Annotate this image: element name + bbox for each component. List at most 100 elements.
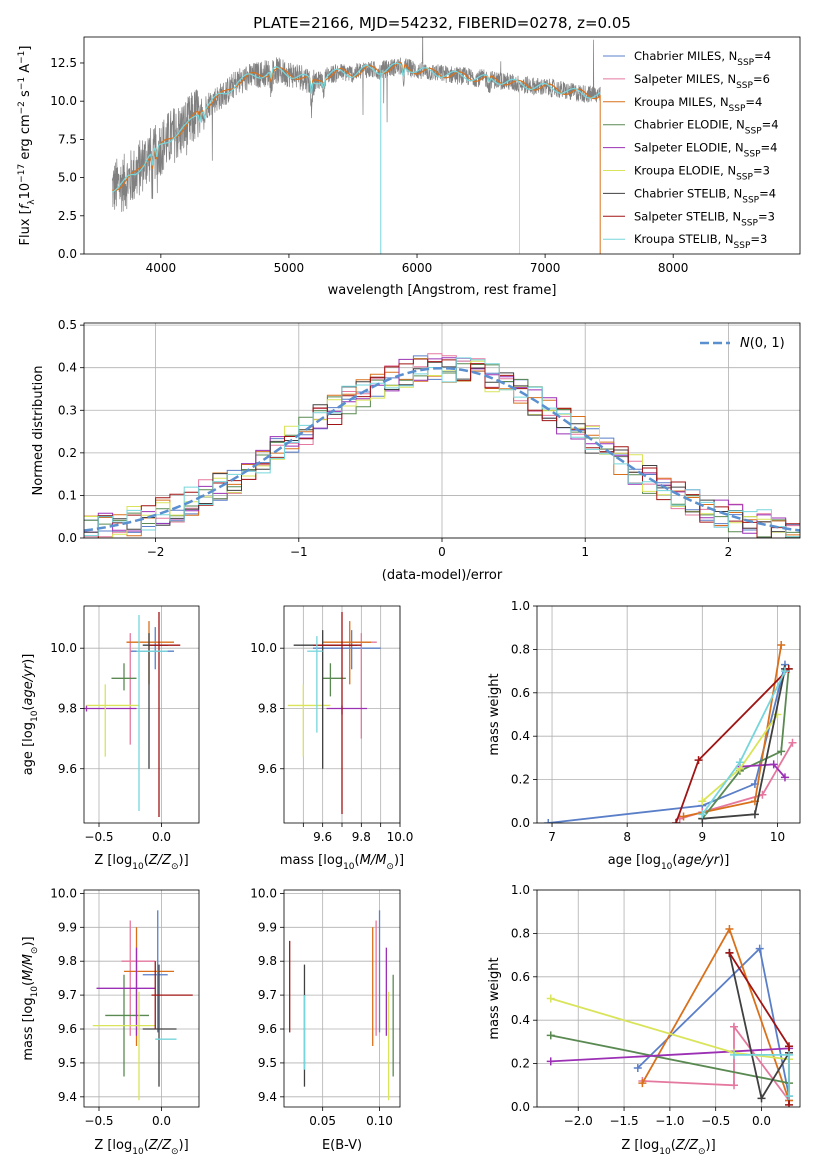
weight-marker xyxy=(638,1079,647,1088)
y-tick-label: 1.0 xyxy=(511,599,530,613)
legend-label: Chabrier STELIB, NSSP=4 xyxy=(634,186,776,205)
x-tick-label: 1 xyxy=(581,545,589,559)
weight-marker xyxy=(785,1042,794,1051)
axes-frame xyxy=(83,36,801,255)
axes-frame xyxy=(536,605,801,824)
weight-marker xyxy=(730,1081,739,1090)
x-tick-label: 0.0 xyxy=(152,1114,171,1128)
x-tick-label: −0.5 xyxy=(84,1114,113,1128)
y-tick-label: 9.4 xyxy=(258,1090,277,1104)
y-tick-label: 9.5 xyxy=(258,1056,277,1070)
y-axis-label: Flux [fλ10−17 erg cm−2 s−1 A−1] xyxy=(17,46,37,246)
y-tick-label: 5.0 xyxy=(58,171,77,185)
plot-area xyxy=(289,910,394,1101)
y-tick-label: 0.0 xyxy=(511,1100,530,1114)
y-tick-label: 0.4 xyxy=(511,729,530,743)
axes-frame xyxy=(283,889,401,1108)
y-tick-label: 0.8 xyxy=(511,642,530,656)
y-axis-label: age [log10(age/yr)] xyxy=(21,654,40,776)
x-tick-label: 8000 xyxy=(658,261,689,275)
x-tick-label: −0.5 xyxy=(84,830,113,844)
residuals-panel: −2 −1 0 1 2 0.0 0.1 0.2 0.3 0.4 0.5 (data-model)/er… xyxy=(31,318,801,583)
axes-frame xyxy=(83,322,801,539)
x-tick-label: 0.05 xyxy=(309,1114,336,1128)
x-axis-label: wavelength [Angstrom, rest frame] xyxy=(328,283,557,298)
y-tick-label: 10.0 xyxy=(250,641,277,655)
y-axis-label: mass [log10(M/M⊙)] xyxy=(21,936,40,1060)
y-tick-label: 0.2 xyxy=(58,446,77,460)
plot-area xyxy=(92,910,193,1101)
y-axis-label: Normed distribution xyxy=(31,366,46,496)
y-tick-label: 9.7 xyxy=(258,988,277,1002)
y-tick-label: 9.9 xyxy=(258,920,277,934)
weight-marker xyxy=(633,1063,642,1072)
x-tick-label: 7000 xyxy=(530,261,561,275)
legend-label: Chabrier ELODIE, NSSP=4 xyxy=(634,118,779,137)
axes-frame xyxy=(83,605,200,824)
y-tick-label: 2.5 xyxy=(58,209,77,223)
weight-marker xyxy=(780,667,789,676)
y-tick-label: 0.6 xyxy=(511,686,530,700)
x-tick-label: 0.10 xyxy=(366,1114,393,1128)
weight-marker xyxy=(755,944,764,953)
observed-spectrum xyxy=(111,37,601,212)
weight-line xyxy=(637,946,790,1097)
y-tick-label: 9.6 xyxy=(58,762,77,776)
weight-line xyxy=(675,668,790,823)
x-tick-label: −1.0 xyxy=(655,1114,684,1128)
x-tick-label: 5000 xyxy=(274,261,305,275)
y-axis-label: mass weight xyxy=(487,957,502,1039)
y-tick-label: 0.0 xyxy=(58,531,77,545)
x-tick-label: 2 xyxy=(725,545,733,559)
weight-marker xyxy=(777,747,786,756)
x-tick-label: 4000 xyxy=(146,261,177,275)
chart-title: PLATE=2166, MJD=54232, FIBERID=0278, z=0… xyxy=(253,14,631,32)
x-tick-label: 0 xyxy=(438,545,446,559)
y-tick-label: 10.0 xyxy=(50,886,77,900)
y-tick-label: 0.1 xyxy=(58,488,77,502)
weight-marker xyxy=(730,1050,739,1059)
weight-marker xyxy=(546,1057,555,1066)
legend-label: Salpeter STELIB, NSSP=3 xyxy=(634,209,775,228)
legend-label: Chabrier MILES, NSSP=4 xyxy=(634,49,771,68)
y-tick-label: 9.5 xyxy=(58,1056,77,1070)
legend-label: Salpeter ELODIE, NSSP=4 xyxy=(634,141,777,160)
y-tick-label: 0.6 xyxy=(511,970,530,984)
y-tick-label: 9.6 xyxy=(58,1022,77,1036)
weight-marker xyxy=(788,738,797,747)
x-tick-label: 9.8 xyxy=(352,830,371,844)
legend-label: Kroupa STELIB, NSSP=3 xyxy=(634,232,767,251)
x-tick-label: 7 xyxy=(548,830,556,844)
weight-marker xyxy=(777,641,786,650)
plot-area xyxy=(287,612,381,814)
y-tick-label: 10.0 xyxy=(50,641,77,655)
legend-label: Kroupa ELODIE, NSSP=3 xyxy=(634,164,770,183)
model-spectrum xyxy=(111,62,601,193)
weight-marker xyxy=(725,948,734,957)
weight-marker xyxy=(672,819,681,823)
weight-marker xyxy=(725,925,734,934)
plot-area xyxy=(84,612,181,817)
axes-frame xyxy=(83,889,200,1108)
y-tick-label: 0.0 xyxy=(511,816,530,830)
y-tick-label: 0.8 xyxy=(511,926,530,940)
mass-vs-metallicity-panel: −0.5 0.0 9.4 9.5 9.6 9.7 9.8 9.9 10.0 Z [log10(Z/… xyxy=(21,886,200,1157)
y-tick-label: 9.6 xyxy=(258,1022,277,1036)
weight-marker xyxy=(735,758,744,767)
x-tick-label: 0.0 xyxy=(152,830,171,844)
y-tick-label: 9.8 xyxy=(58,701,77,715)
x-axis-label: Z [log10(Z/Z⊙)] xyxy=(94,853,188,872)
age-vs-mass-panel: 9.6 9.8 10.0 9.6 9.8 10.0 mass [log10(M/M⊙)] xyxy=(250,605,413,872)
x-tick-label: −0.5 xyxy=(701,1114,730,1128)
x-tick-label: −2.0 xyxy=(564,1114,593,1128)
x-tick-label: 9 xyxy=(698,830,706,844)
weight-marker xyxy=(785,1050,794,1059)
x-axis-label: Z [log10(Z/Z⊙)] xyxy=(94,1138,188,1157)
x-tick-label: −2 xyxy=(147,545,165,559)
weight-marker xyxy=(698,810,707,819)
weight-line xyxy=(550,1047,790,1063)
y-tick-label: 0.2 xyxy=(511,1057,530,1071)
x-tick-label: −1.5 xyxy=(609,1114,638,1128)
residual-histogram xyxy=(84,361,800,538)
y-tick-label: 0.3 xyxy=(58,403,77,417)
